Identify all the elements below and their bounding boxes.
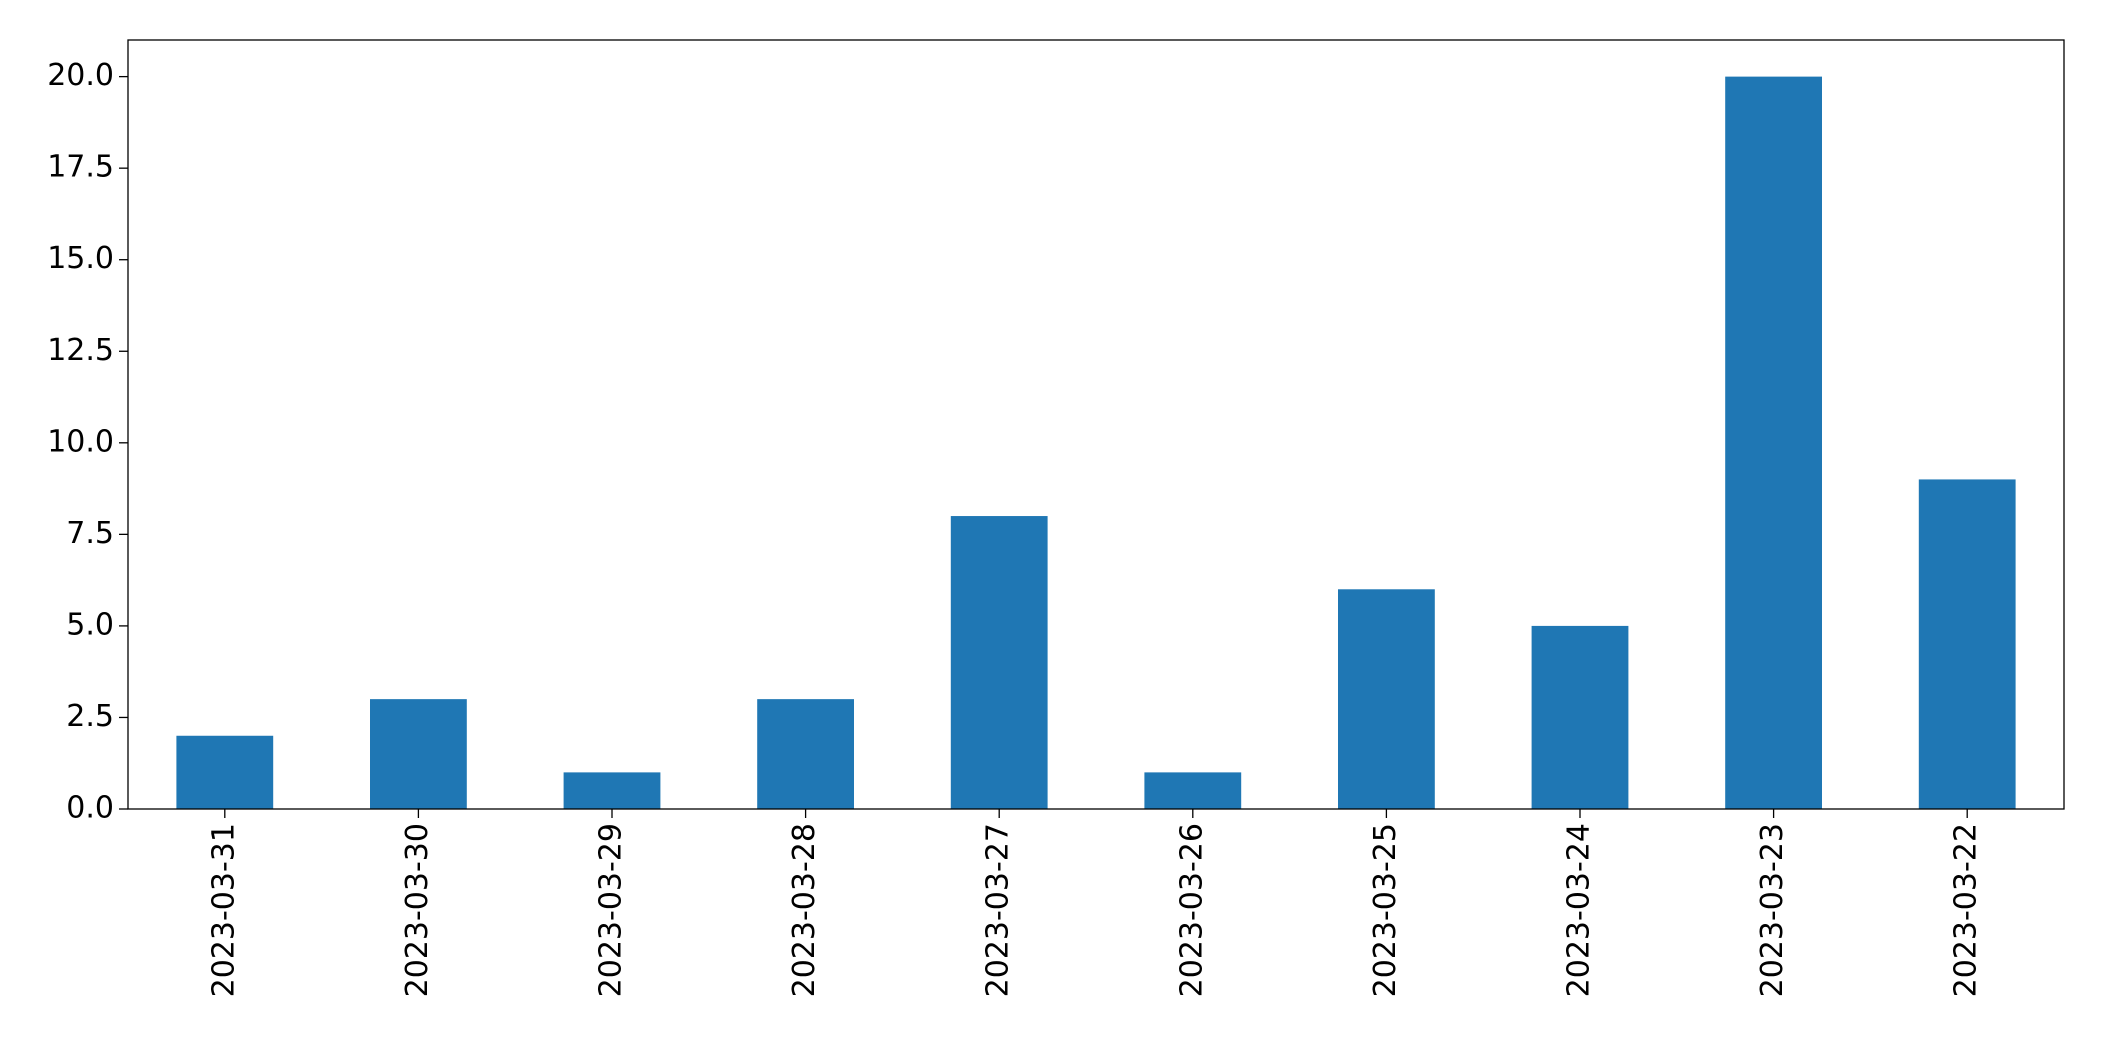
x-tick-label: 2023-03-29 [594, 823, 629, 997]
y-tick-label: 5.0 [66, 607, 114, 642]
plot-frame [127, 39, 2065, 810]
bar [1338, 589, 1435, 809]
y-tick-label: 12.5 [47, 333, 114, 368]
bar [1725, 76, 1822, 810]
bar [1144, 772, 1242, 809]
x-tick-label: 2023-03-24 [1562, 823, 1597, 997]
x-tick-label: 2023-03-31 [206, 823, 241, 997]
bar [1531, 625, 1629, 809]
x-tick-label: 2023-03-28 [787, 823, 822, 997]
bar [176, 735, 274, 809]
x-tick-label: 2023-03-30 [400, 823, 435, 997]
x-tick-label: 2023-03-26 [1174, 823, 1209, 997]
bar [563, 772, 661, 809]
x-tick-label: 2023-03-27 [981, 823, 1016, 997]
bar [1918, 479, 2016, 809]
y-tick-label: 0.0 [66, 791, 114, 826]
y-tick-label: 20.0 [47, 58, 114, 93]
bar [757, 699, 854, 809]
bar [950, 516, 1048, 809]
y-tick-label: 15.0 [47, 241, 114, 276]
y-tick-label: 2.5 [66, 699, 114, 734]
y-tick-label: 10.0 [47, 424, 114, 459]
x-tick-label: 2023-03-25 [1368, 823, 1403, 997]
x-tick-label: 2023-03-23 [1755, 823, 1790, 997]
x-tick-label: 2023-03-22 [1949, 823, 1984, 997]
y-tick-label: 17.5 [47, 150, 114, 185]
bar [370, 699, 467, 809]
y-tick-label: 7.5 [66, 516, 114, 551]
